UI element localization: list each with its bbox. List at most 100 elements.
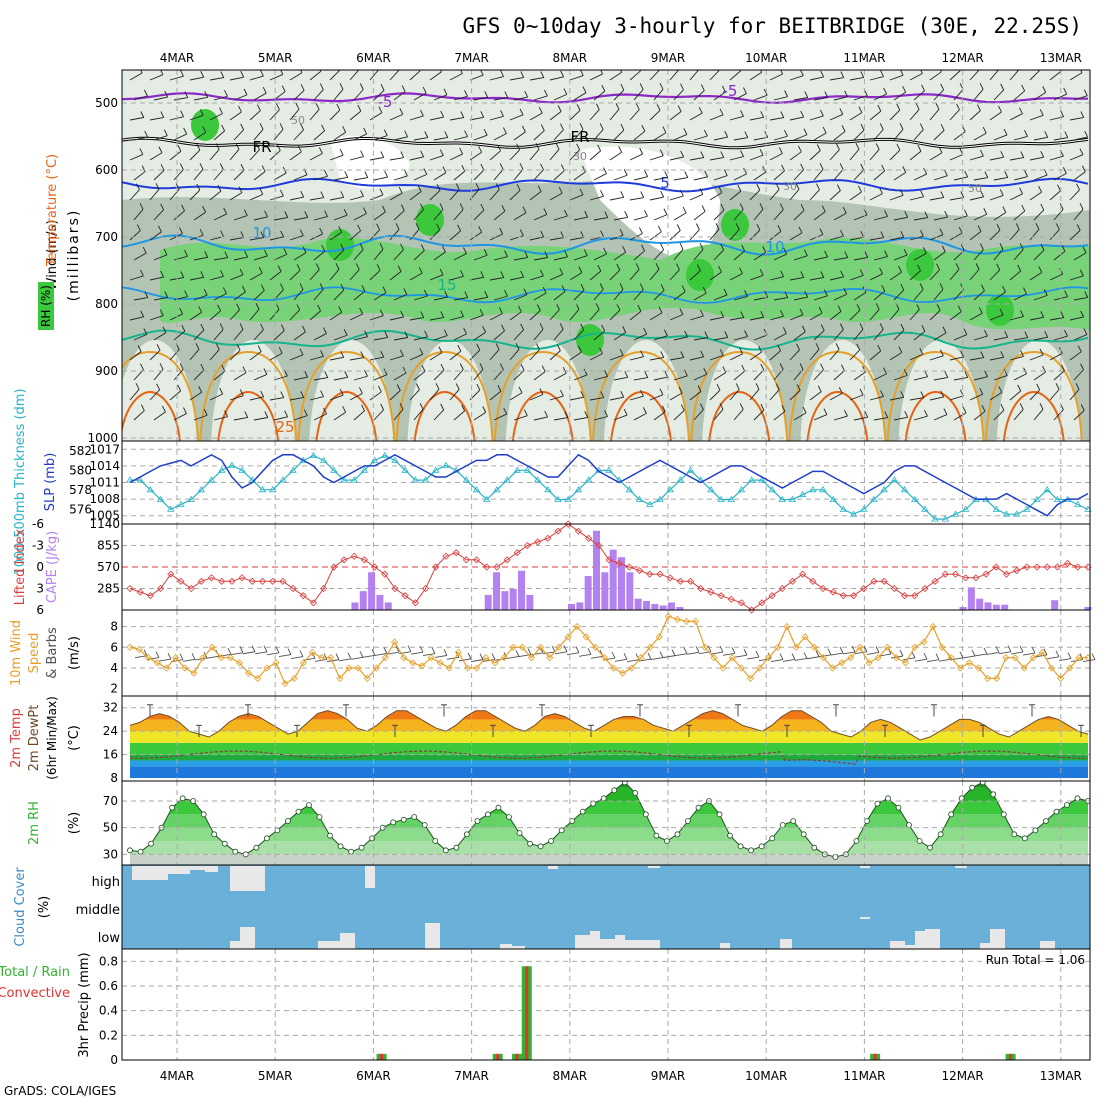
wind-barb-flag	[260, 390, 265, 398]
wind-barb	[1013, 90, 1025, 101]
wind-speed-point	[409, 659, 417, 667]
wind-barb	[1053, 137, 1068, 141]
wind-barb	[313, 250, 326, 261]
wind-barb	[134, 655, 148, 659]
wind-barb	[773, 297, 788, 301]
wind-speed-point	[509, 643, 517, 651]
wind-barb-flag	[763, 89, 768, 96]
wind-barb-flag	[923, 652, 928, 660]
wind-barb-flag	[439, 70, 442, 73]
wind-barb	[369, 194, 384, 201]
wind-barb	[209, 393, 223, 401]
wind-barb-flag	[260, 70, 264, 77]
lifted-index-point	[615, 559, 623, 567]
wind-barb-flag	[582, 165, 586, 173]
wind-speed-point	[391, 638, 399, 646]
wind-barb	[669, 392, 683, 401]
wind-barb-flag	[619, 228, 624, 236]
cloud-low-block	[925, 929, 940, 949]
wind-barb-flag	[503, 127, 507, 134]
wind-barb-flag	[1080, 310, 1085, 318]
wind-barb	[1009, 316, 1024, 321]
wind-barb	[753, 171, 766, 181]
wind-barb	[289, 396, 304, 401]
cape-bar	[509, 588, 517, 610]
wind-barb-flag	[242, 366, 247, 373]
wind-barb	[953, 215, 968, 221]
wind-barb-flag	[796, 384, 801, 391]
wind-barb-flag	[940, 390, 945, 398]
wind-barb	[689, 356, 704, 361]
lifted-index-point	[666, 574, 674, 582]
wind-barb-flag	[964, 371, 969, 378]
wind-barb-flag	[259, 123, 264, 130]
wind-barb-flag	[184, 91, 189, 98]
contour-10c	[122, 234, 1089, 256]
cape-bar	[376, 594, 384, 610]
wind-barb	[1069, 117, 1084, 121]
wind-speed-line	[129, 615, 1088, 685]
bottom-date-label: 6MAR	[356, 1069, 391, 1083]
wind-barb-flag	[518, 386, 523, 393]
wind-barb-flag	[718, 265, 722, 273]
wind-barb-flag	[638, 227, 643, 234]
wind-barb	[793, 134, 808, 141]
wind-barb-flag	[519, 229, 524, 236]
lifted-index-point	[799, 570, 807, 578]
wind-barb-flag	[722, 366, 727, 373]
thickness-point	[1012, 510, 1021, 517]
bottom-date-label: 5MAR	[258, 1069, 293, 1083]
wind-barb-flag	[280, 391, 285, 398]
wind-barb	[549, 395, 564, 401]
wind-barb-flag	[443, 329, 448, 336]
wind-barb	[393, 294, 408, 301]
wind-speed-point	[728, 654, 736, 662]
wind-barb	[849, 394, 864, 401]
wind-barb-flag	[359, 651, 364, 658]
wind-barb-flag	[519, 108, 524, 116]
wind-barb	[169, 150, 182, 161]
wind-speed-point	[172, 654, 180, 662]
wind-barb-flag	[744, 330, 748, 337]
wind-barb	[753, 252, 766, 261]
wind-barb-flag	[837, 305, 842, 312]
wind-barb	[193, 369, 205, 381]
wind-barb-flag	[824, 91, 829, 98]
wind-barb-flag	[755, 650, 760, 658]
wind-barb-flag	[277, 265, 282, 272]
wind-barb	[329, 356, 344, 361]
wind-barb-flag	[376, 264, 381, 271]
wind-barb-flag	[1003, 369, 1008, 376]
wind-barb-flag	[601, 84, 606, 92]
wind-barb-flag	[784, 130, 788, 137]
lifted-index-point	[289, 584, 297, 593]
wind-barb	[653, 411, 666, 421]
wind-barb-flag	[682, 206, 687, 214]
wind-barb-flag	[399, 403, 404, 410]
wind-barb	[993, 89, 1005, 101]
rh-point	[1064, 802, 1070, 808]
wind-barb	[433, 251, 446, 261]
wind-barb-flag	[858, 185, 862, 193]
wind-barb-flag	[1080, 111, 1085, 118]
wind-barb-flag	[444, 131, 449, 138]
wind-barb	[1069, 189, 1080, 201]
rh-point	[1053, 808, 1060, 815]
wind-barb-flag	[340, 243, 345, 251]
wind-barb	[129, 275, 144, 281]
wind-barb-flag	[575, 646, 580, 653]
rh-point	[411, 814, 418, 820]
bottom-date-label: 12MAR	[942, 1069, 984, 1083]
wind-barb	[969, 196, 984, 201]
wind-barb	[1049, 116, 1064, 121]
wind-barb	[1053, 370, 1065, 381]
lifted-index-point	[299, 592, 307, 600]
wind-barb	[686, 651, 700, 655]
thickness-point	[391, 456, 399, 463]
wind-speed-point	[345, 664, 353, 672]
wind-barb-flag	[1057, 184, 1061, 191]
wind-barb-flag	[900, 231, 905, 238]
wind-barb-flag	[580, 390, 585, 398]
wind-barb-flag	[579, 70, 584, 76]
wind-barb	[873, 417, 888, 421]
